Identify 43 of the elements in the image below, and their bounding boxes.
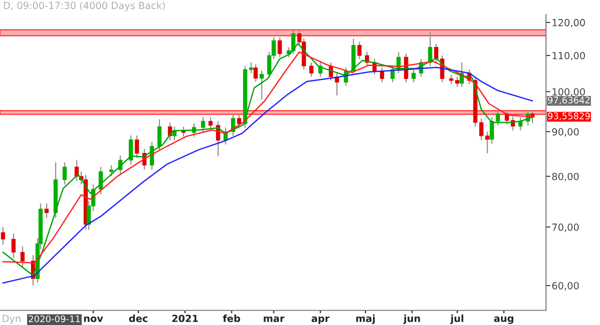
y-tick-label: 80,00 xyxy=(552,172,579,182)
text: Dyn xyxy=(2,314,20,324)
y-tick-label: 120,00 xyxy=(552,18,585,28)
x-tick-label: jul xyxy=(450,314,464,324)
candlestick xyxy=(62,162,67,186)
text: 97,63642 xyxy=(548,96,590,104)
candlestick xyxy=(20,246,25,268)
candlestick xyxy=(237,114,242,128)
x-tick-label: maj xyxy=(356,314,375,324)
candlestick xyxy=(260,70,264,100)
x-tick-label: dec xyxy=(129,314,148,322)
candlestick xyxy=(278,36,282,58)
y-tick-label: 60,00 xyxy=(552,282,579,290)
candlestick xyxy=(11,233,16,259)
candlestick xyxy=(98,166,103,195)
x-tick-label: apr xyxy=(312,316,330,324)
candlestick xyxy=(109,164,114,177)
x-tick-label: nov xyxy=(84,316,104,322)
x-tick-label: mar xyxy=(264,316,284,322)
candlestick xyxy=(44,202,49,218)
candlestick xyxy=(200,116,206,132)
chart-title: D, 09:00-17:30 (4000 Days Back) xyxy=(4,2,165,12)
candlestick xyxy=(428,32,432,67)
candlestick xyxy=(208,116,213,130)
candlestick xyxy=(357,41,362,60)
x-tick-label: jun xyxy=(403,314,420,324)
candlestick xyxy=(128,134,133,166)
x-tick-label: aug xyxy=(494,316,514,324)
candlestick xyxy=(254,64,258,82)
y-tick-label: 70,00 xyxy=(552,224,579,232)
text: 93,55829 xyxy=(548,112,590,120)
x-tick-label: 2021 xyxy=(172,314,198,322)
y-tick-label: 100,00 xyxy=(552,88,585,96)
y-tick-label: 90,00 xyxy=(552,128,579,136)
x-tick-label: feb xyxy=(222,314,240,322)
text: 2020-09-11 xyxy=(28,315,80,322)
y-tick-label: 110,00 xyxy=(552,52,585,60)
candlestick xyxy=(157,118,162,152)
candlestick xyxy=(0,226,6,246)
candlestick xyxy=(134,134,139,158)
candlestick xyxy=(309,62,314,78)
candlestick xyxy=(390,65,395,83)
candlestick xyxy=(412,68,416,83)
